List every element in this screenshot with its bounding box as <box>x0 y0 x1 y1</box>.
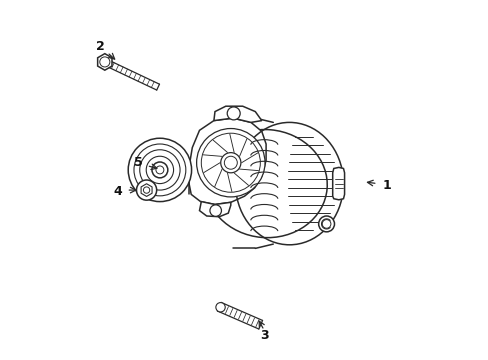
Circle shape <box>215 302 225 312</box>
Text: 4: 4 <box>113 185 122 198</box>
Polygon shape <box>213 106 261 122</box>
Circle shape <box>227 107 240 120</box>
Polygon shape <box>217 302 262 329</box>
Circle shape <box>318 216 334 232</box>
Text: 2: 2 <box>96 40 104 53</box>
Text: 3: 3 <box>260 329 268 342</box>
Circle shape <box>136 180 156 200</box>
Circle shape <box>128 138 191 202</box>
Ellipse shape <box>204 130 326 238</box>
Polygon shape <box>188 118 265 204</box>
Polygon shape <box>141 184 152 197</box>
Polygon shape <box>199 202 230 217</box>
Circle shape <box>196 129 264 197</box>
Circle shape <box>152 162 167 178</box>
Circle shape <box>220 153 241 173</box>
Text: 1: 1 <box>382 179 390 192</box>
Polygon shape <box>98 54 112 70</box>
Circle shape <box>209 205 221 216</box>
Polygon shape <box>332 167 344 200</box>
Polygon shape <box>103 59 159 90</box>
Text: 5: 5 <box>134 156 142 169</box>
